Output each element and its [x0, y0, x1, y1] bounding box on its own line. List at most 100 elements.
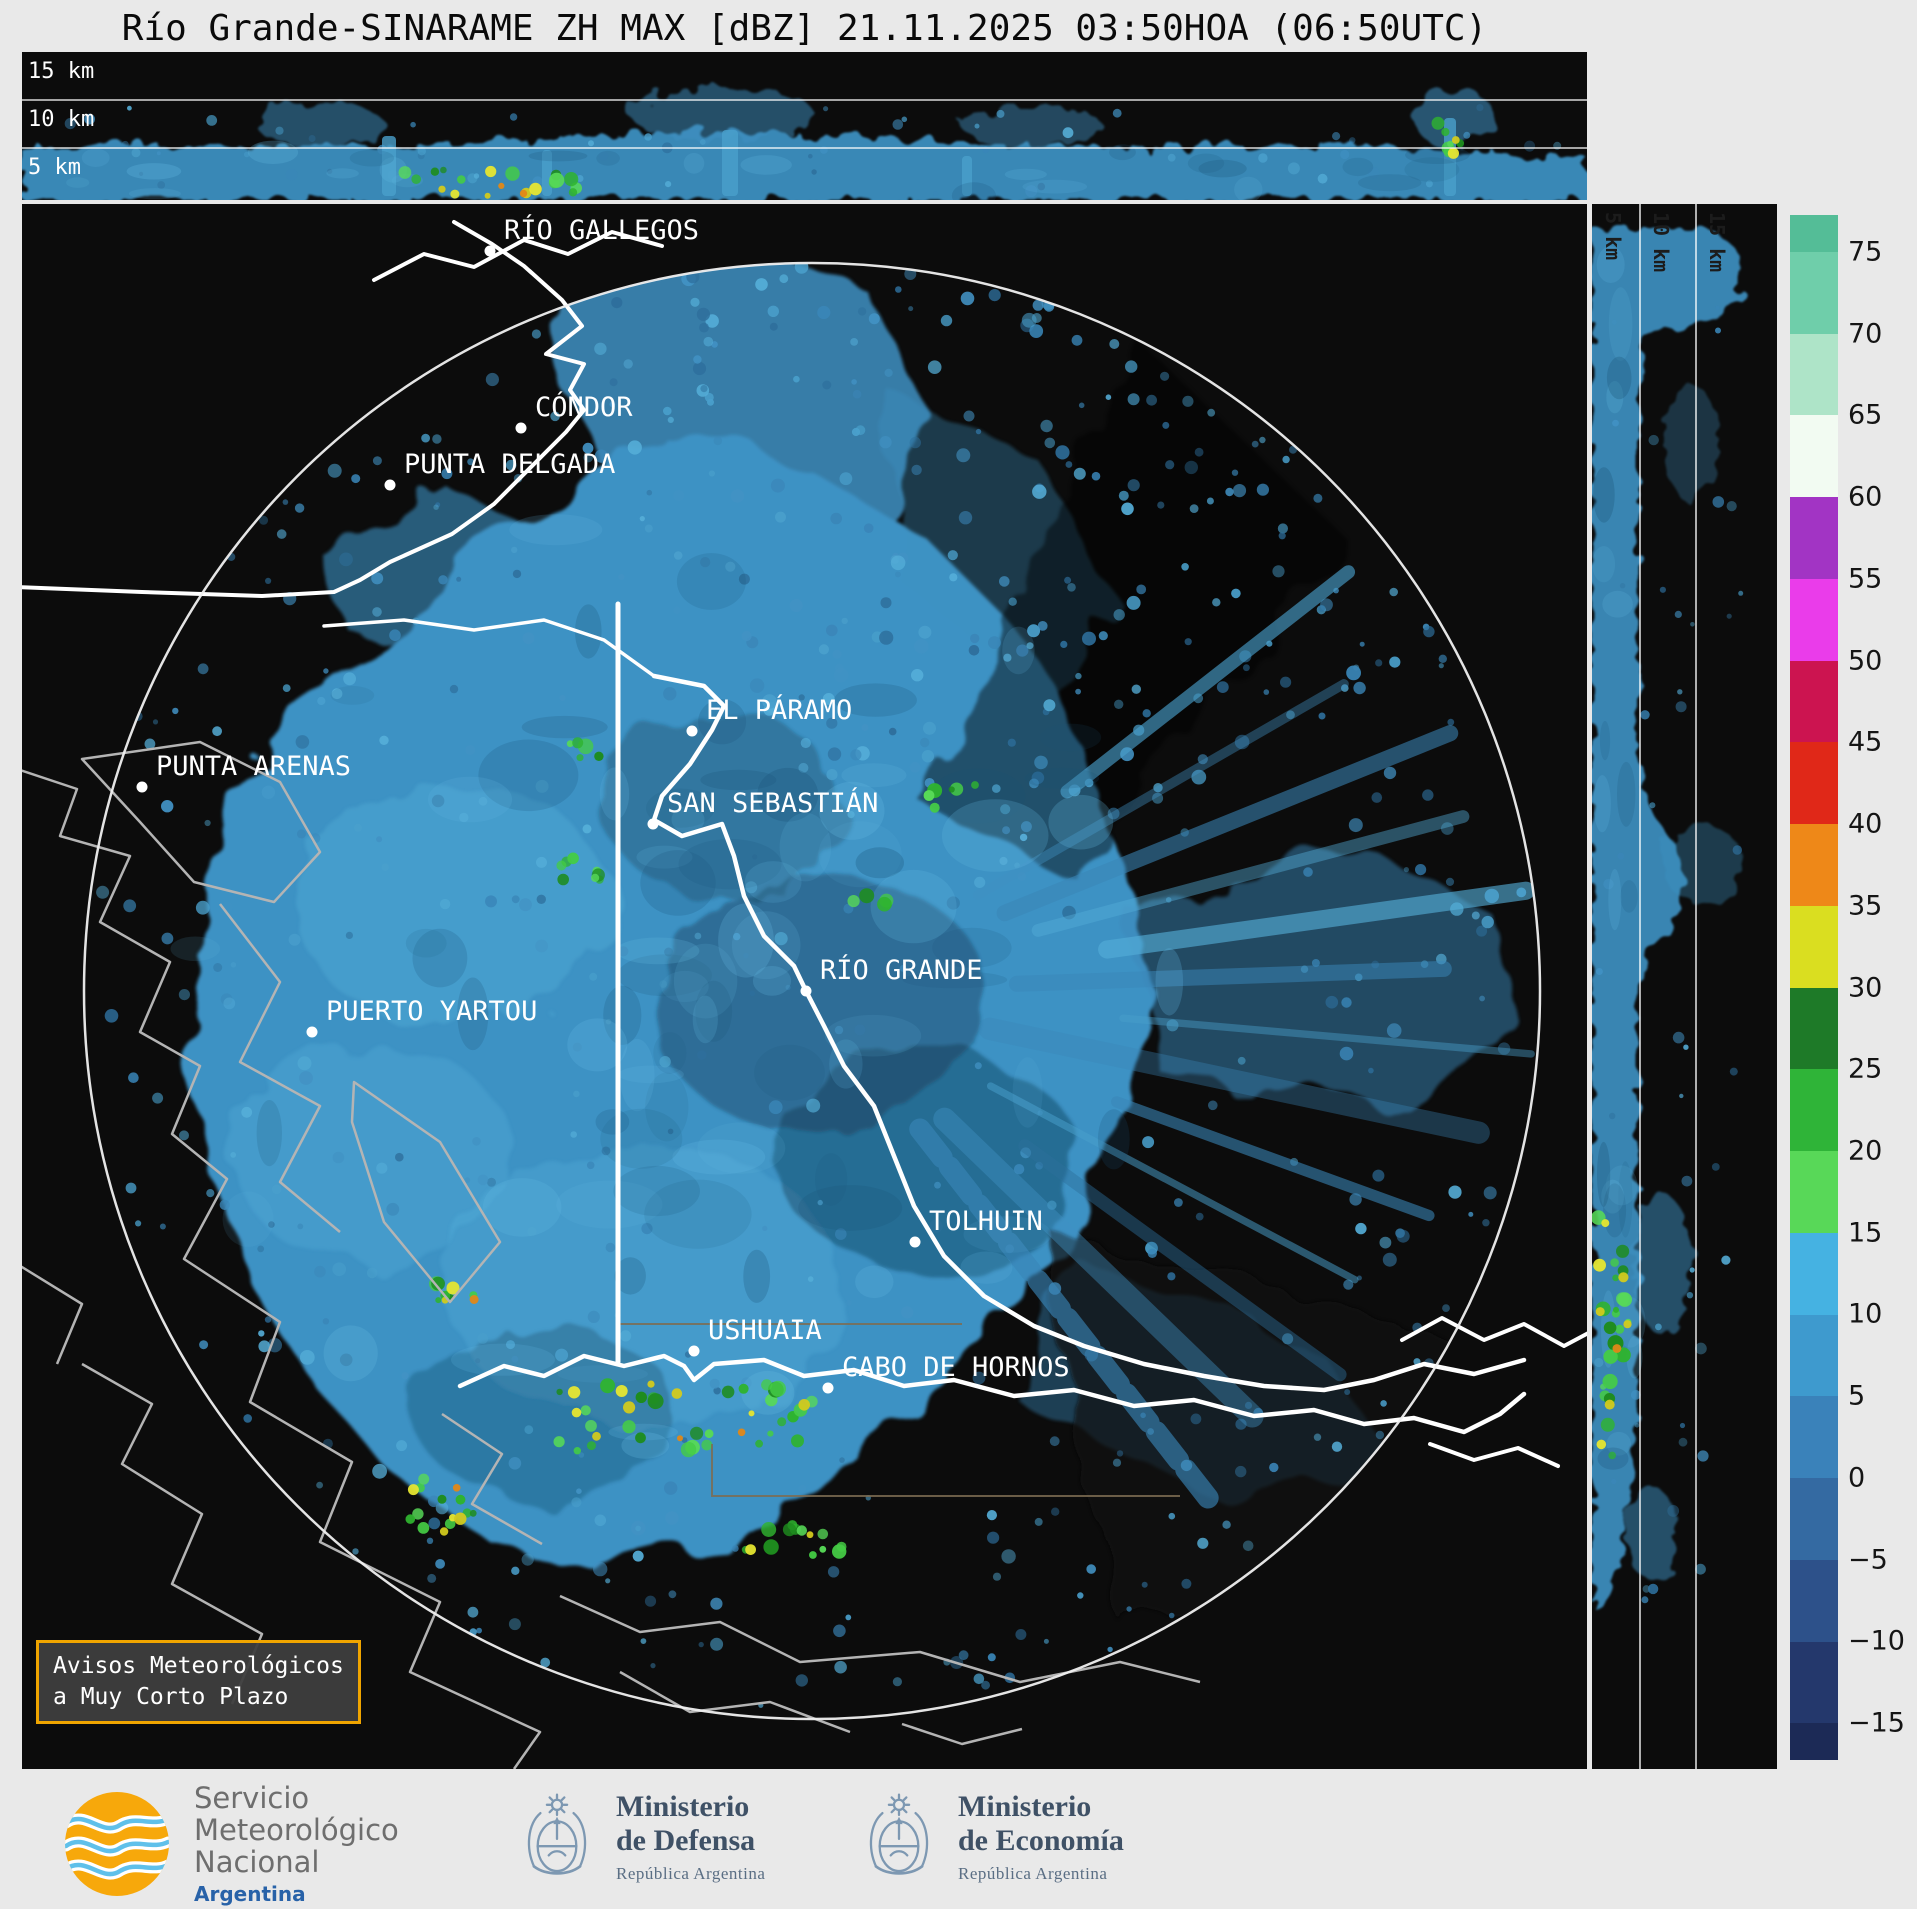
colorbar-band [1790, 1314, 1838, 1397]
city-marker [909, 1236, 921, 1248]
defensa-subtitle: República Argentina [616, 1864, 766, 1883]
city-label: TOLHUIN [929, 1206, 1043, 1237]
city-marker [647, 818, 659, 830]
ministerio-economia-block: Ministerio de Economía República Argenti… [862, 1790, 1124, 1884]
colorbar-tick: 70 [1848, 318, 1883, 350]
city-marker [822, 1382, 834, 1394]
city-marker [306, 1026, 318, 1038]
page-title: Río Grande-SINARAME ZH MAX [dBZ] 21.11.2… [121, 8, 1488, 49]
colorbar-tick-labels: 75 70 65 60 55 50 45 40 35 30 25 20 15 10 5 0 −5 −10 −15 [1848, 215, 1917, 1760]
colorbar-tick: 60 [1848, 481, 1883, 513]
economia-name-line2: de Economía [958, 1824, 1124, 1857]
city-label: PUNTA DELGADA [404, 449, 615, 480]
cross-section-right-echo [1592, 228, 1744, 1606]
smn-country-label: Argentina [194, 1882, 306, 1906]
warning-badge[interactable]: Avisos Meteorológicos a Muy Corto Plazo [36, 1640, 361, 1724]
colorbar-tick: −5 [1848, 1544, 1888, 1576]
economia-subtitle: República Argentina [958, 1864, 1108, 1883]
city-label: USHUAIA [708, 1315, 822, 1346]
city-label: CÓNDOR [535, 391, 633, 423]
smn-logo [65, 1792, 169, 1896]
colorbar-band [1790, 987, 1838, 1070]
cross-section-top-panel: 15 km 10 km 5 km [22, 52, 1587, 200]
city-marker [688, 1345, 700, 1357]
colorbar-band [1790, 215, 1838, 252]
height-label-5km: 5 km [28, 155, 81, 180]
colorbar-tick: 40 [1848, 808, 1883, 840]
colorbar-tick: 65 [1848, 399, 1883, 431]
city-label: RÍO GRANDE [820, 954, 983, 986]
colorbar-band [1790, 1478, 1838, 1560]
colorbar-tick: 5 [1848, 1380, 1866, 1412]
coastlines-secondary [22, 740, 1201, 1769]
height-label-10km-right: 10 km [1649, 212, 1673, 272]
smn-name-line3: Nacional [194, 1845, 320, 1879]
colorbar-tick: 35 [1848, 890, 1883, 922]
colorbar-tick: 55 [1848, 563, 1883, 595]
range-ring [82, 261, 1542, 1721]
colorbar-band [1790, 1641, 1838, 1724]
colorbar-tick: 25 [1848, 1053, 1883, 1085]
city-marker [136, 781, 148, 793]
political-boundary-lines [620, 1323, 1180, 1497]
height-label-15km: 15 km [28, 59, 94, 84]
colorbar-band [1790, 1559, 1838, 1642]
radar-echo-field [96, 263, 1535, 1708]
warning-line2: a Muy Corto Plazo [53, 1684, 289, 1710]
warning-line1: Avisos Meteorológicos [53, 1653, 344, 1679]
colorbar-tick: −15 [1848, 1707, 1905, 1739]
colorbar-tick: 75 [1848, 236, 1883, 268]
colorbar-tick: 10 [1848, 1298, 1883, 1330]
colorbar-band [1790, 660, 1838, 743]
city-label: PUERTO YARTOU [326, 996, 537, 1027]
city-label: PUNTA ARENAS [156, 751, 351, 782]
cross-section-top-decoration [64, 104, 1562, 200]
radar-echo-decoration [96, 263, 1535, 1708]
colorbar-band [1790, 1396, 1838, 1479]
height-label-5km-right: 5 km [1601, 212, 1625, 260]
economia-name-line1: Ministerio [958, 1790, 1092, 1823]
colorbar-band [1790, 742, 1838, 825]
height-label-15km-right: 15 km [1705, 212, 1729, 272]
smn-name-line2: Meteorológico [194, 1813, 399, 1847]
cross-section-right-decoration [1592, 246, 1744, 1604]
city-marker [800, 985, 812, 997]
city-label: CABO DE HORNOS [842, 1352, 1070, 1383]
city-label: SAN SEBASTIÁN [667, 787, 878, 819]
colorbar-tick: 50 [1848, 645, 1883, 677]
city-marker [484, 245, 496, 257]
city-marker [515, 422, 527, 434]
colorbar-band [1790, 824, 1838, 906]
colorbar-tick: 15 [1848, 1217, 1883, 1249]
coastlines-primary [22, 220, 1587, 1468]
colorbar-band [1790, 497, 1838, 579]
colorbar-band [1790, 905, 1838, 988]
colorbar-band [1790, 1069, 1838, 1152]
defensa-name-line1: Ministerio [616, 1790, 750, 1823]
colorbar: 75 70 65 60 55 50 45 40 35 30 25 20 15 10 5 0 −5 −10 −15 [1790, 215, 1905, 1761]
colorbar-tick: 20 [1848, 1135, 1883, 1167]
ministerio-defensa-block: Ministerio de Defensa República Argentin… [520, 1790, 765, 1884]
coat-of-arms-icon [862, 1791, 936, 1883]
radar-ppi-panel: RÍO GALLEGOS CÓNDOR PUNTA DELGADA EL PÁRAMO… [22, 204, 1587, 1769]
city-label: RÍO GALLEGOS [504, 214, 699, 246]
colorbar-band [1790, 415, 1838, 498]
colorbar-band [1790, 251, 1838, 334]
city-marker [686, 725, 698, 737]
colorbar-bands [1790, 215, 1838, 1761]
city-marker [384, 479, 396, 491]
colorbar-tick: 45 [1848, 726, 1883, 758]
colorbar-band [1790, 1232, 1838, 1315]
colorbar-band [1790, 333, 1838, 416]
coat-of-arms-icon [520, 1791, 594, 1883]
colorbar-tick: 0 [1848, 1462, 1866, 1494]
city-markers: RÍO GALLEGOS CÓNDOR PUNTA DELGADA EL PÁRAMO… [136, 214, 1070, 1394]
colorbar-band [1790, 1151, 1838, 1233]
city-label: EL PÁRAMO [706, 694, 852, 726]
colorbar-band [1790, 1723, 1838, 1761]
colorbar-tick: −10 [1848, 1625, 1905, 1657]
colorbar-tick: 30 [1848, 972, 1883, 1003]
cross-section-right-panel: 5 km 10 km 15 km [1592, 204, 1777, 1769]
smn-logo-block: Servicio Meteorológico Nacional Argentin… [62, 1782, 399, 1906]
